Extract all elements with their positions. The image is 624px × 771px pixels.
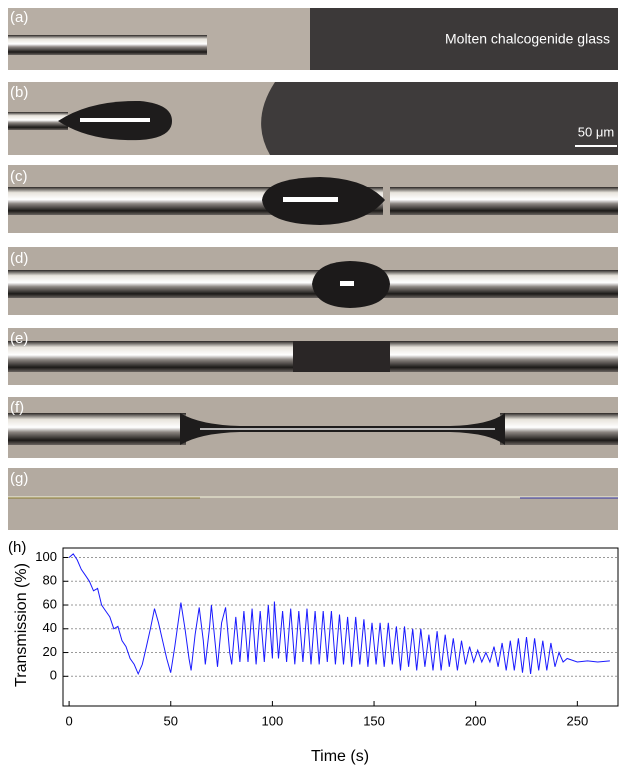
y-tick-label: 80 <box>43 573 57 588</box>
panel-label: (g) <box>10 470 28 487</box>
scale-label: 50 μm <box>578 124 614 139</box>
y-tick-label: 0 <box>50 668 57 683</box>
x-tick-label: 200 <box>465 713 487 728</box>
fiber <box>500 413 618 445</box>
data-line <box>68 553 610 676</box>
y-tick-label: 40 <box>43 620 57 635</box>
fiber <box>8 35 207 55</box>
molten-glass <box>261 82 618 155</box>
panel-label: (h) <box>8 539 26 556</box>
photo-g <box>8 468 618 530</box>
panel-label: (c) <box>10 168 28 185</box>
fiber <box>8 112 68 130</box>
x-tick-label: 150 <box>363 713 385 728</box>
fiber <box>8 413 186 445</box>
x-tick-label: 50 <box>164 713 178 728</box>
y-tick-label: 100 <box>35 549 57 564</box>
annotation: Molten chalcogenide glass <box>445 31 610 47</box>
panel-label: (b) <box>10 84 28 101</box>
highlight <box>283 197 338 202</box>
x-tick-label: 0 <box>65 713 72 728</box>
highlight <box>80 118 150 122</box>
y-axis-label: Transmission (%) <box>13 563 30 687</box>
panel-label: (e) <box>10 330 28 347</box>
x-axis-label: Time (s) <box>311 748 369 765</box>
panel-label: (f) <box>10 399 24 416</box>
x-tick-label: 250 <box>566 713 588 728</box>
highlight <box>340 281 354 286</box>
panel-label: (a) <box>10 9 28 26</box>
x-tick-label: 100 <box>262 713 284 728</box>
glass-segment <box>293 341 390 372</box>
panel-label: (d) <box>10 250 28 267</box>
molten-glass <box>310 8 618 70</box>
y-tick-label: 60 <box>43 596 57 611</box>
y-tick-label: 20 <box>43 644 57 659</box>
fiber <box>390 187 618 215</box>
